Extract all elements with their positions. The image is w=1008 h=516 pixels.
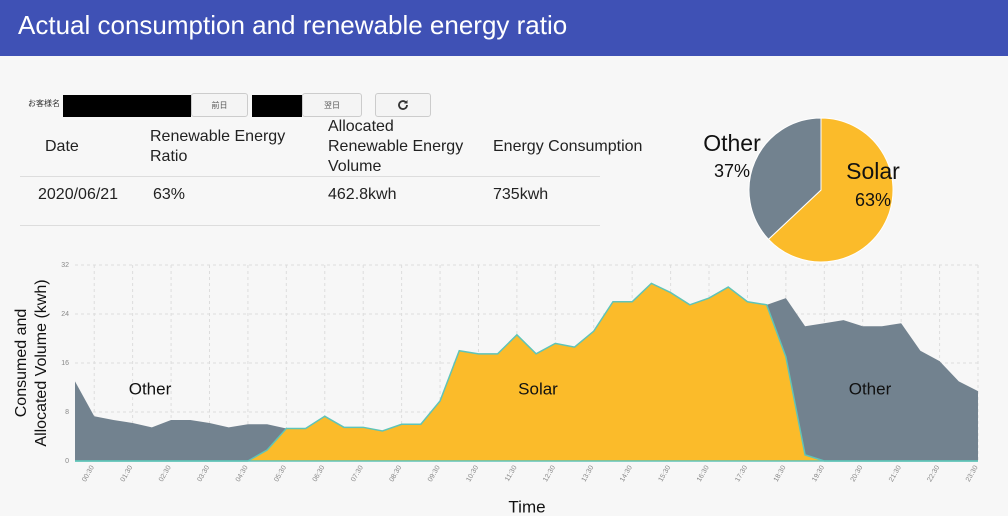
area-annotation: Other bbox=[129, 379, 172, 398]
redacted bbox=[252, 95, 302, 117]
x-tick-label: 18:30 bbox=[773, 464, 788, 483]
pie-value-label: 37% bbox=[714, 161, 750, 181]
x-tick-label: 11:30 bbox=[504, 464, 519, 482]
header: Actual consumption and renewable energy … bbox=[0, 0, 1008, 56]
row-divider bbox=[20, 176, 600, 177]
x-tick-label: 10:30 bbox=[465, 464, 480, 483]
x-tick-label: 19:30 bbox=[811, 464, 826, 483]
pie-slice bbox=[748, 117, 822, 240]
x-tick-label: 08:30 bbox=[389, 464, 404, 483]
y-tick-label: 32 bbox=[61, 262, 69, 269]
x-tick-label: 20:30 bbox=[850, 464, 865, 483]
x-axis-title: Time bbox=[508, 497, 545, 516]
refresh-button[interactable] bbox=[375, 93, 431, 117]
x-tick-label: 00:30 bbox=[81, 464, 96, 483]
prev-button[interactable]: 前日 bbox=[191, 93, 248, 117]
x-tick-label: 12:30 bbox=[542, 464, 557, 483]
refresh-icon bbox=[398, 100, 408, 110]
x-tick-label: 13:30 bbox=[581, 464, 596, 483]
x-tick-label: 02:30 bbox=[158, 464, 173, 483]
x-tick-label: 06:30 bbox=[312, 464, 327, 483]
y-axis-title: Consumed and bbox=[13, 309, 30, 418]
y-tick-label: 24 bbox=[61, 311, 69, 318]
cell: 735kwh bbox=[493, 186, 549, 203]
customer-label: お客様名 bbox=[28, 99, 60, 108]
y-tick-label: 16 bbox=[61, 360, 69, 367]
row-divider bbox=[20, 225, 600, 226]
area-annotation: Solar bbox=[518, 379, 558, 398]
pie-label: Other bbox=[703, 130, 761, 156]
x-tick-label: 23:30 bbox=[965, 464, 980, 483]
x-tick-label: 05:30 bbox=[273, 464, 288, 483]
x-tick-label: 09:30 bbox=[427, 464, 442, 483]
pie-label: Solar bbox=[846, 158, 900, 184]
column-header: Allocated Renewable Energy Volume bbox=[328, 118, 464, 175]
pie-slice bbox=[767, 117, 894, 263]
x-tick-label: 01:30 bbox=[120, 464, 135, 483]
x-tick-label: 17:30 bbox=[734, 464, 749, 483]
y-axis-title: Allocated Volume (kwh) bbox=[33, 279, 50, 446]
page-title: Actual consumption and renewable energy … bbox=[18, 10, 568, 40]
next-button[interactable]: 翌日 bbox=[302, 93, 362, 117]
x-tick-label: 21:30 bbox=[888, 464, 903, 483]
x-tick-label: 15:30 bbox=[658, 464, 673, 483]
area-annotation: Other bbox=[849, 379, 892, 398]
cell: 63% bbox=[153, 186, 186, 203]
cell: 2020/06/21 bbox=[38, 186, 119, 203]
x-tick-label: 22:30 bbox=[926, 464, 941, 483]
cell: 462.8kwh bbox=[328, 186, 397, 203]
column-header: Renewable Energy Ratio bbox=[150, 128, 286, 165]
area bbox=[75, 283, 978, 461]
x-tick-label: 16:30 bbox=[696, 464, 711, 483]
y-tick-label: 0 bbox=[65, 458, 69, 465]
column-header: Date bbox=[45, 138, 79, 155]
redacted bbox=[63, 95, 191, 117]
x-tick-label: 03:30 bbox=[196, 464, 211, 483]
column-header: Energy Consumption bbox=[493, 138, 643, 155]
x-tick-label: 07:30 bbox=[350, 464, 365, 483]
pie-value-label: 63% bbox=[855, 190, 891, 210]
y-tick-label: 8 bbox=[65, 409, 69, 416]
x-tick-label: 14:30 bbox=[619, 464, 634, 483]
x-tick-label: 04:30 bbox=[235, 464, 250, 483]
